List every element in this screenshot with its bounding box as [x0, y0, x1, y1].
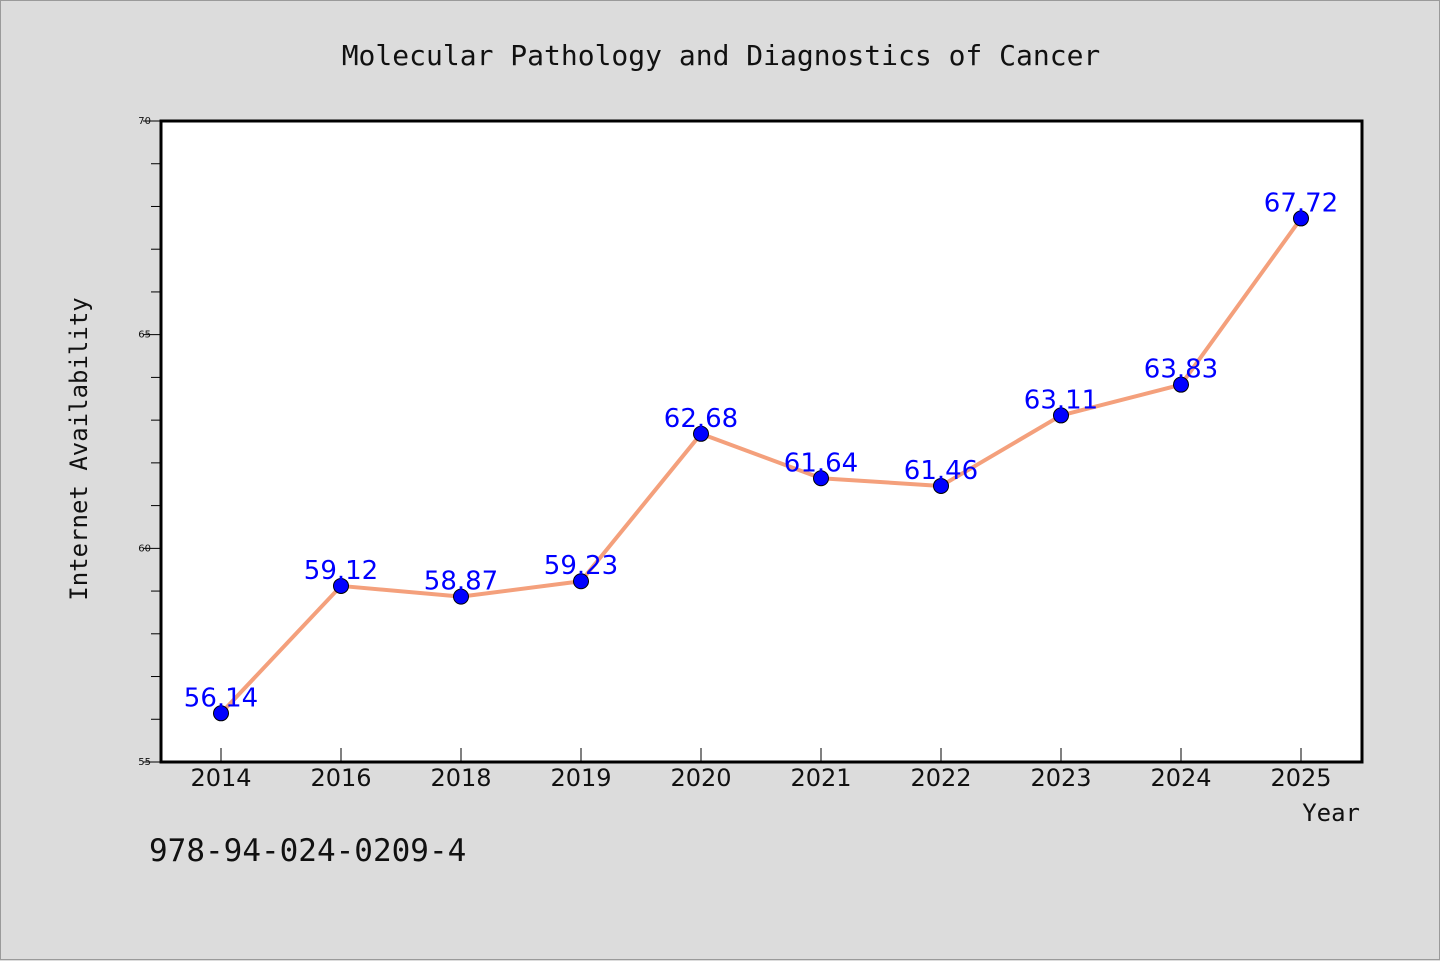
x-tick-label: 2025	[1270, 764, 1331, 792]
data-label: 62.68	[664, 404, 738, 434]
y-axis: 55 60 65 70	[138, 116, 161, 768]
data-point	[1293, 210, 1309, 227]
series-line	[219, 217, 1303, 715]
x-tick-label: 2014	[190, 764, 251, 792]
x-tick-label: 2020	[670, 764, 731, 792]
data-labels: 56.14 59.12 58.87 59.23 62.68 61.64 61.46 63.11…	[184, 188, 1338, 713]
data-point	[1173, 376, 1189, 393]
data-label: 61.46	[904, 456, 978, 486]
x-tick-label: 2018	[430, 764, 491, 792]
x-tick-label: 2022	[910, 764, 971, 792]
x-tick-label: 2023	[1030, 764, 1091, 792]
y-tick-label: 60	[138, 543, 151, 554]
data-label: 63.11	[1024, 385, 1098, 415]
data-point	[933, 477, 949, 494]
series-line-group	[219, 217, 1303, 715]
data-point	[333, 577, 349, 594]
data-point	[573, 573, 589, 590]
data-label: 67.72	[1264, 188, 1338, 218]
data-label: 59.12	[304, 556, 378, 586]
x-tick-label: 2021	[790, 764, 851, 792]
y-tick-label: 70	[138, 116, 151, 127]
x-axis-label: Year	[1302, 799, 1360, 827]
data-label: 58.87	[424, 567, 498, 597]
chart-title: Molecular Pathology and Diagnostics of C…	[342, 39, 1101, 72]
data-label: 63.83	[1144, 355, 1218, 385]
x-tick-label: 2024	[1150, 764, 1211, 792]
series-markers	[213, 210, 1309, 722]
x-tick-label: 2019	[550, 764, 611, 792]
y-tick-label: 65	[138, 330, 151, 341]
data-point	[213, 705, 229, 722]
plot-area	[159, 119, 1364, 764]
x-tick-label: 2016	[310, 764, 371, 792]
y-tick-label: 55	[138, 757, 151, 768]
isbn-code: 978-94-024-0209-4	[149, 833, 467, 869]
x-axis: 2014 2016 2018 2019 2020 2021 2022 2023 2024 2025	[190, 748, 1332, 792]
data-label: 59.23	[544, 551, 618, 581]
y-axis-label: Internet Availability	[65, 297, 93, 600]
data-label: 61.64	[784, 448, 858, 478]
data-point	[813, 470, 829, 487]
data-point	[453, 588, 469, 605]
data-point	[1053, 407, 1069, 424]
data-label: 56.14	[184, 683, 258, 713]
data-point	[693, 425, 709, 442]
